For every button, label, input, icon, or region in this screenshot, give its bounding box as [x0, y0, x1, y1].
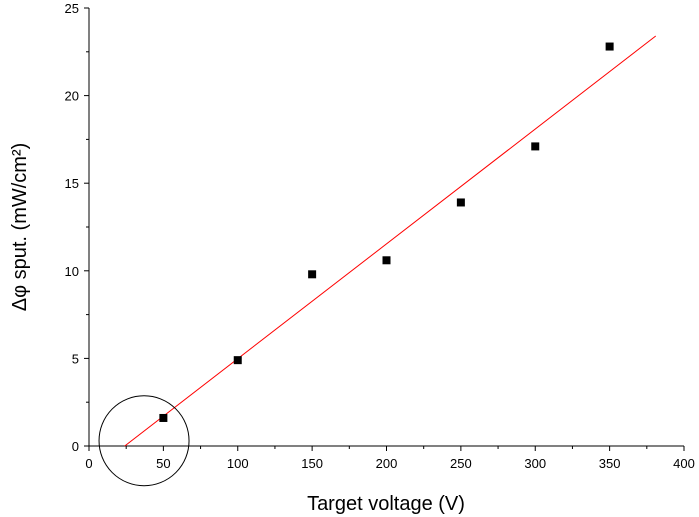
data-point	[159, 413, 168, 422]
data-point	[456, 198, 465, 207]
data-point	[605, 42, 614, 51]
y-tick-label: 5	[72, 351, 79, 366]
data-point	[233, 356, 242, 365]
annotations	[98, 395, 190, 487]
data-point	[382, 256, 391, 265]
x-tick-label: 150	[301, 456, 323, 471]
y-tick-label: 25	[65, 1, 79, 16]
linear-fit-line	[124, 35, 657, 447]
data-point	[308, 270, 317, 279]
x-tick-label: 50	[156, 456, 170, 471]
data-point	[531, 142, 540, 151]
y-tick-label: 20	[65, 89, 79, 104]
axes	[88, 8, 684, 447]
ticks: 0 50 100 150 200 250 300 350 400 0 5 10 15 20 25	[65, 1, 695, 471]
x-tick-label: 250	[450, 456, 472, 471]
x-tick-label: 300	[524, 456, 546, 471]
y-tick-label: 10	[65, 264, 79, 279]
y-tick-label: 0	[72, 439, 79, 454]
x-tick-label: 100	[227, 456, 249, 471]
fit-line-layer	[124, 35, 657, 447]
x-tick-label: 350	[599, 456, 621, 471]
y-axis-title: Δφ sput. (mW/cm²)	[9, 143, 31, 312]
x-tick-label: 400	[673, 456, 695, 471]
x-axis-title: Target voltage (V)	[307, 493, 465, 515]
y-tick-label: 15	[65, 176, 79, 191]
highlight-circle	[98, 395, 190, 487]
data-points	[159, 42, 614, 422]
x-tick-label: 200	[376, 456, 398, 471]
x-tick-label: 0	[85, 456, 92, 471]
